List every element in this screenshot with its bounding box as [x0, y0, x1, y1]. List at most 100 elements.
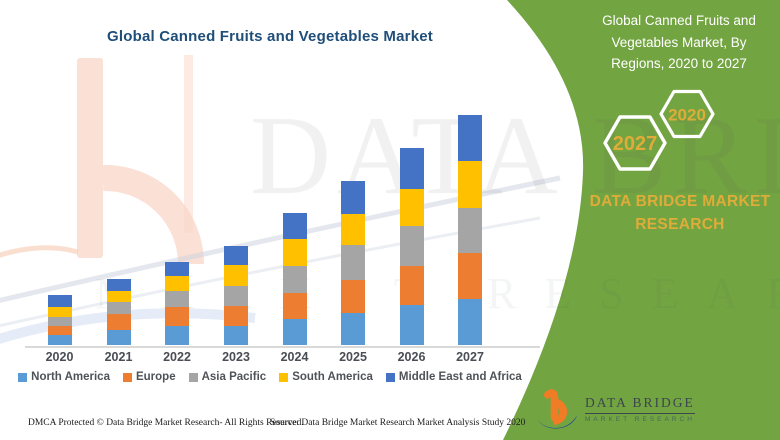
legend-label: Asia Pacific [201, 371, 267, 383]
bar-segment [458, 208, 482, 253]
bar-2027 [458, 115, 482, 345]
watermark-b-stem [77, 58, 103, 258]
x-axis-label: 2025 [339, 350, 367, 364]
bar-segment [47, 326, 72, 335]
bar-2025 [341, 181, 365, 345]
logo-b-bowl [553, 398, 568, 425]
bar-segment [341, 280, 365, 313]
watermark-stripe [184, 55, 193, 233]
bar-2022 [165, 262, 189, 345]
bar-segment [106, 314, 131, 330]
watermark-text-line1: DATA BRIDGE [250, 94, 780, 218]
hexagon-2027 [603, 115, 667, 171]
legend-item: North America [18, 371, 110, 383]
x-axis-label: 2027 [456, 350, 484, 364]
x-axis-label: 2020 [45, 350, 74, 364]
bar-2021 [106, 279, 131, 345]
x-axis-labels: 2020 2021 2022 2023 2024 2025 2026 2027 [0, 350, 540, 368]
footer-source: Source: Data Bridge Market Research Mark… [270, 418, 526, 428]
bar-segment [341, 181, 365, 214]
bar-segment [165, 262, 189, 276]
bar-segment [458, 299, 482, 345]
bar-segment [282, 213, 307, 239]
bar-segment [224, 246, 248, 265]
bar-segment [399, 148, 424, 189]
x-axis-label: 2023 [222, 350, 250, 364]
bar-segment [399, 189, 424, 226]
data-bridge-logo-icon [537, 389, 578, 429]
legend-label: North America [31, 371, 110, 383]
bar-segment [47, 317, 72, 326]
bar-segment [165, 326, 189, 345]
legend-swatch [385, 372, 395, 382]
hexagon-2020-label: 2020 [668, 106, 706, 125]
legend-swatch [188, 372, 198, 382]
bar-segment [341, 313, 365, 345]
watermark-orange-arc [0, 245, 79, 258]
bar-segment [165, 307, 189, 326]
x-axis-label: 2024 [280, 350, 309, 364]
x-axis-label: 2026 [397, 350, 426, 364]
bar-segment [399, 305, 424, 345]
bar-segment [341, 214, 365, 245]
bar-2020 [47, 295, 72, 345]
bar-segment [47, 295, 72, 307]
legend-label: South America [292, 371, 373, 383]
legend-item: Europe [122, 371, 176, 383]
brand-text: DATA BRIDGE MARKET RESEARCH [589, 193, 771, 234]
logo-blue-swoosh [537, 415, 578, 429]
bar-segment [458, 115, 482, 161]
bar-segment [106, 291, 131, 302]
chart-legend: North America Europe Asia Pacific South Ame… [0, 371, 540, 383]
bar-segment [224, 286, 248, 306]
bar-segment [399, 266, 424, 305]
logo-b-stem [543, 389, 559, 422]
bar-segment [106, 302, 131, 314]
bar-segment [399, 226, 424, 266]
chart-title: Global Canned Fruits and Vegetables Mark… [107, 28, 433, 45]
bar-segment [106, 279, 131, 291]
bar-segment [165, 291, 189, 307]
legend-swatch [18, 372, 28, 382]
logo-subtitle: MARKET RESEARCH [585, 416, 695, 423]
bar-segment [47, 307, 72, 317]
hexagon-2020 [659, 89, 715, 139]
logo-wordmark: DATA BRIDGE MARKET RESEARCH [585, 395, 695, 423]
x-axis-label: 2022 [163, 350, 191, 364]
bar-segment [47, 335, 72, 345]
plot-area [47, 115, 482, 345]
legend-item: Middle East and Africa [385, 371, 522, 383]
bar-segment [282, 266, 307, 293]
footer-dmca: DMCA Protected © Data Bridge Market Rese… [28, 418, 304, 428]
bar-segment [282, 319, 307, 345]
bar-segment [224, 306, 248, 326]
bar-segment [282, 239, 307, 266]
x-axis-line [25, 346, 540, 348]
bar-segment [224, 326, 248, 345]
bar-segment [341, 245, 365, 280]
legend-label: Europe [135, 371, 176, 383]
x-axis-label: 2021 [104, 350, 133, 364]
bar-segment [282, 293, 307, 319]
bar-segment [224, 265, 248, 286]
legend-label: Middle East and Africa [398, 371, 522, 383]
legend-swatch [122, 372, 132, 382]
legend-item: Asia Pacific [188, 371, 267, 383]
bar-2024 [282, 213, 307, 345]
data-bridge-logo: DATA BRIDGE MARKET RESEARCH [536, 387, 695, 433]
legend-swatch [279, 372, 289, 382]
legend-item: South America [279, 371, 373, 383]
bar-2023 [224, 246, 248, 345]
bar-segment [106, 330, 131, 345]
bar-segment [458, 253, 482, 299]
side-panel-heading: Global Canned Fruits and Vegetables Mark… [602, 13, 756, 72]
bar-segment [165, 276, 189, 291]
hexagon-2027-label: 2027 [613, 133, 658, 155]
watermark-text-line2: MARKET RESEARCH [95, 269, 780, 318]
logo-name: DATA BRIDGE [585, 395, 695, 414]
bar-2026 [399, 148, 424, 345]
hexagon-badges: 2020 2027 [603, 89, 715, 171]
watermark-b-bowl [102, 165, 204, 265]
bar-segment [458, 161, 482, 208]
